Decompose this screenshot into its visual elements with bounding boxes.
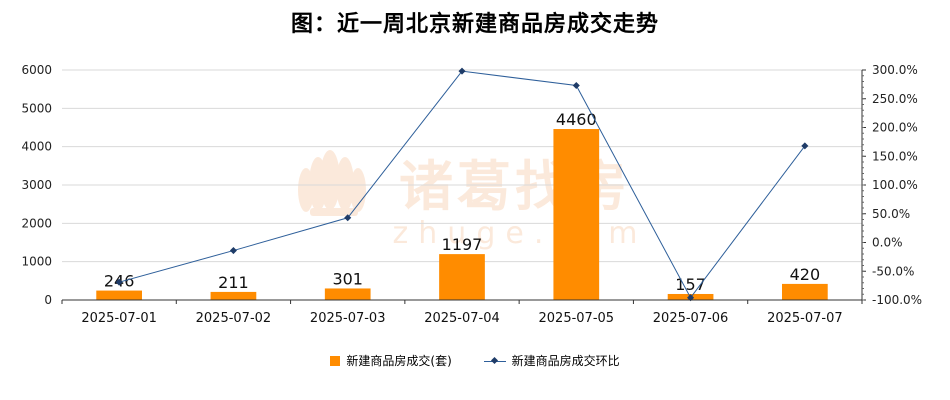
left-tick-label: 1000 bbox=[21, 255, 52, 269]
legend: 新建商品房成交(套) 新建商品房成交环比 bbox=[0, 352, 950, 369]
line-point bbox=[344, 214, 352, 222]
right-tick-label: 0.0% bbox=[872, 236, 903, 250]
svg-text:zhuge.com: zhuge.com bbox=[393, 216, 648, 251]
legend-item-bar: 新建商品房成交(套) bbox=[330, 352, 452, 369]
right-tick-label: 250.0% bbox=[872, 92, 918, 106]
right-tick-label: 100.0% bbox=[872, 178, 918, 192]
line-point bbox=[115, 278, 123, 286]
legend-label-bar: 新建商品房成交(套) bbox=[346, 354, 452, 368]
right-tick-label: 50.0% bbox=[872, 207, 910, 221]
x-tick-label: 2025-07-05 bbox=[539, 311, 615, 326]
bar-data-label: 157 bbox=[675, 275, 706, 294]
legend-label-line: 新建商品房成交环比 bbox=[511, 354, 620, 368]
line-point bbox=[687, 294, 695, 302]
chart-title: 图：近一周北京新建商品房成交走势 bbox=[290, 12, 659, 37]
right-tick-label: -50.0% bbox=[872, 264, 914, 278]
left-tick-label: 3000 bbox=[21, 178, 52, 192]
right-tick-label: -100.0% bbox=[872, 293, 922, 307]
bar bbox=[324, 288, 371, 300]
line-point bbox=[229, 247, 237, 255]
right-tick-label: 150.0% bbox=[872, 149, 918, 163]
legend-bar-swatch bbox=[330, 355, 341, 366]
right-tick-label: 300.0% bbox=[872, 63, 918, 77]
x-tick-label: 2025-07-01 bbox=[81, 311, 157, 326]
left-tick-label: 0 bbox=[44, 293, 52, 307]
left-tick-label: 2000 bbox=[21, 216, 52, 230]
bar-data-label: 211 bbox=[218, 273, 249, 292]
right-tick-label: 200.0% bbox=[872, 121, 918, 135]
x-tick-label: 2025-07-06 bbox=[653, 311, 729, 326]
bar-data-label: 301 bbox=[332, 269, 363, 288]
right-y-axis: -100.0% -50.0% 0.0% 50.0% 100.0% 150.0% 200.0%… bbox=[861, 63, 922, 307]
line-point bbox=[801, 142, 809, 150]
x-tick-label: 2025-07-07 bbox=[767, 311, 843, 326]
line-point bbox=[572, 81, 580, 90]
left-tick-label: 5000 bbox=[21, 101, 52, 115]
legend-line-marker bbox=[483, 356, 506, 366]
x-axis: 2025-07-01 2025-07-02 2025-07-03 2025-07-04… bbox=[61, 299, 863, 326]
line-point bbox=[458, 67, 466, 75]
line-series bbox=[115, 67, 809, 302]
bar bbox=[96, 290, 142, 300]
bar-data-label: 4460 bbox=[556, 110, 597, 129]
bar-data-label: 1197 bbox=[442, 235, 483, 254]
bar-data-label: 420 bbox=[790, 265, 821, 284]
legend-item-line: 新建商品房成交环比 bbox=[483, 352, 620, 369]
bar bbox=[210, 291, 257, 300]
bar bbox=[782, 283, 828, 300]
bar bbox=[439, 254, 485, 300]
left-tick-label: 6000 bbox=[21, 63, 52, 77]
x-tick-label: 2025-07-03 bbox=[310, 311, 386, 326]
x-tick-label: 2025-07-04 bbox=[424, 311, 500, 326]
bar-series bbox=[96, 129, 828, 300]
bar bbox=[553, 129, 600, 300]
x-tick-label: 2025-07-02 bbox=[196, 311, 272, 326]
left-y-axis: 0 1000 2000 3000 4000 5000 6000 bbox=[21, 63, 52, 307]
left-tick-label: 4000 bbox=[21, 140, 52, 154]
